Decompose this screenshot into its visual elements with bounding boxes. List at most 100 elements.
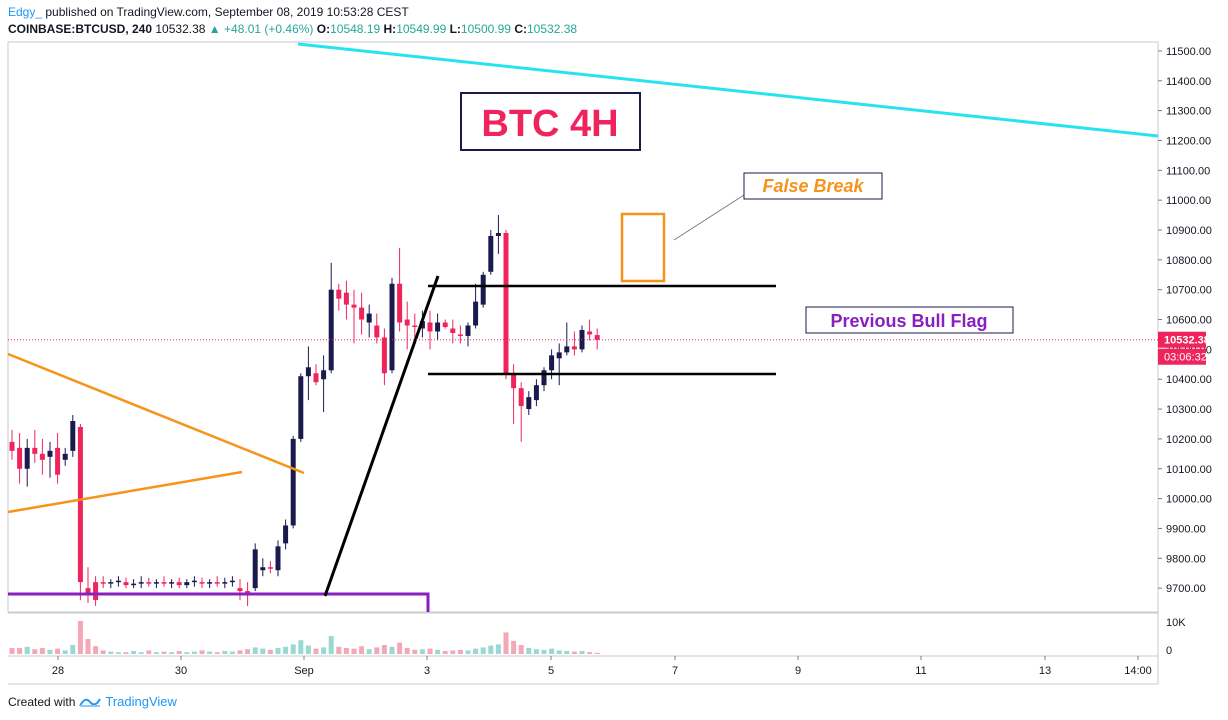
candle-body[interactable] <box>465 325 471 336</box>
candle-body[interactable] <box>153 582 159 584</box>
candle-body[interactable] <box>473 301 479 326</box>
candle-body[interactable] <box>214 582 220 584</box>
candle-body[interactable] <box>518 388 524 407</box>
candle-body[interactable] <box>131 583 137 586</box>
candle-body[interactable] <box>321 370 327 380</box>
candle-body[interactable] <box>260 567 266 571</box>
candle-body[interactable] <box>328 289 334 371</box>
candle-body[interactable] <box>176 582 182 586</box>
x-tick-label: 30 <box>175 665 187 677</box>
candle-body[interactable] <box>199 582 205 584</box>
volume-bar <box>108 651 114 654</box>
candle-body[interactable] <box>366 313 372 323</box>
volume-bar <box>9 648 15 654</box>
candle-body[interactable] <box>24 447 30 469</box>
candle-body[interactable] <box>404 319 410 326</box>
open-label: O: <box>316 22 331 36</box>
candle-body[interactable] <box>55 447 61 475</box>
candle-body[interactable] <box>495 232 501 236</box>
candle-body[interactable] <box>229 580 235 583</box>
candle-body[interactable] <box>252 549 258 589</box>
candle-body[interactable] <box>47 450 53 457</box>
high-label: H: <box>383 22 397 36</box>
candle-body[interactable] <box>419 321 425 329</box>
candle-body[interactable] <box>587 331 593 335</box>
candle-body[interactable] <box>146 582 152 584</box>
candle-body[interactable] <box>397 283 403 323</box>
volume-bar <box>169 652 175 654</box>
candle-body[interactable] <box>412 325 418 328</box>
candle-body[interactable] <box>526 397 532 410</box>
candle-body[interactable] <box>511 373 517 389</box>
candle-body[interactable] <box>222 582 228 584</box>
candle-body[interactable] <box>123 582 129 586</box>
candle-body[interactable] <box>374 325 380 338</box>
candle-body[interactable] <box>290 438 296 526</box>
candle-body[interactable] <box>108 582 114 584</box>
candle-body[interactable] <box>161 582 167 584</box>
volume-bar <box>24 646 30 654</box>
candle-body[interactable] <box>93 582 99 601</box>
candle-body[interactable] <box>442 322 448 327</box>
volume-bar <box>39 648 45 654</box>
candle-body[interactable] <box>541 370 547 386</box>
candle-body[interactable] <box>313 373 319 383</box>
candle-body[interactable] <box>275 546 281 571</box>
candle-body[interactable] <box>9 441 15 451</box>
candle-body[interactable] <box>488 235 494 272</box>
candle-body[interactable] <box>594 335 600 340</box>
candle-body[interactable] <box>237 588 243 592</box>
volume-bar <box>412 649 418 654</box>
volume-bar <box>328 636 334 654</box>
candle-body[interactable] <box>138 582 144 584</box>
candle-body[interactable] <box>533 385 539 401</box>
volume-bar <box>283 646 289 654</box>
x-tick-label: 7 <box>672 665 678 677</box>
candle-body[interactable] <box>39 453 45 460</box>
author-link[interactable]: Edgy_ <box>8 5 43 19</box>
candle-body[interactable] <box>32 447 38 454</box>
candle-body[interactable] <box>184 582 190 586</box>
candle-body[interactable] <box>305 367 311 377</box>
candle-body[interactable] <box>503 232 509 374</box>
candle-body[interactable] <box>191 580 197 583</box>
volume-bar <box>374 647 380 654</box>
x-tick-label: 5 <box>548 665 554 677</box>
candle-body[interactable] <box>85 588 91 595</box>
volume-bar <box>313 648 319 654</box>
candle-body[interactable] <box>283 525 289 544</box>
candle-body[interactable] <box>343 292 349 305</box>
candle-body[interactable] <box>115 580 121 583</box>
candle-body[interactable] <box>571 346 577 350</box>
tradingview-brand[interactable]: TradingView <box>105 694 177 709</box>
candle-body[interactable] <box>480 274 486 305</box>
candle-body[interactable] <box>389 283 395 371</box>
candle-body[interactable] <box>17 447 23 469</box>
candle-body[interactable] <box>450 328 456 333</box>
candle-body[interactable] <box>70 421 76 451</box>
candle-body[interactable] <box>427 322 433 332</box>
candle-body[interactable] <box>336 289 342 299</box>
candle-body[interactable] <box>457 334 463 336</box>
candle-body[interactable] <box>549 355 555 371</box>
candle-body[interactable] <box>564 346 570 353</box>
candle-body[interactable] <box>62 453 68 460</box>
candle-body[interactable] <box>207 582 213 584</box>
volume-bar <box>153 652 159 654</box>
candle-body[interactable] <box>100 582 106 584</box>
candle-body[interactable] <box>169 582 175 584</box>
candle-body[interactable] <box>556 352 562 359</box>
volume-bar <box>587 652 593 654</box>
high-value: 10549.99 <box>396 22 447 36</box>
candle-body[interactable] <box>77 426 83 583</box>
y-tick-label: 9700.00 <box>1166 583 1206 595</box>
candle-body[interactable] <box>359 307 365 320</box>
candle-body[interactable] <box>298 376 304 439</box>
symbol-legend: COINBASE:BTCUSD, 240 10532.38 ▲ +48.01 (… <box>8 21 577 37</box>
candle-body[interactable] <box>435 322 441 332</box>
candle-body[interactable] <box>267 567 273 569</box>
countdown-tag <box>1158 348 1206 365</box>
candle-body[interactable] <box>381 337 387 374</box>
candle-body[interactable] <box>351 304 357 308</box>
